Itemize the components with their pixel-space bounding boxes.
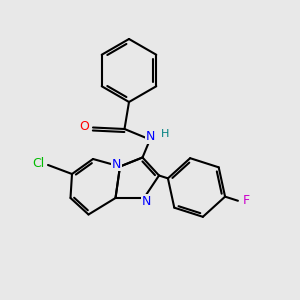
Text: F: F (243, 194, 250, 207)
Text: N: N (112, 158, 121, 171)
Text: O: O (80, 119, 89, 133)
Text: N: N (142, 195, 151, 208)
Text: N: N (145, 130, 155, 143)
Text: Cl: Cl (32, 157, 44, 170)
Text: H: H (161, 129, 169, 139)
